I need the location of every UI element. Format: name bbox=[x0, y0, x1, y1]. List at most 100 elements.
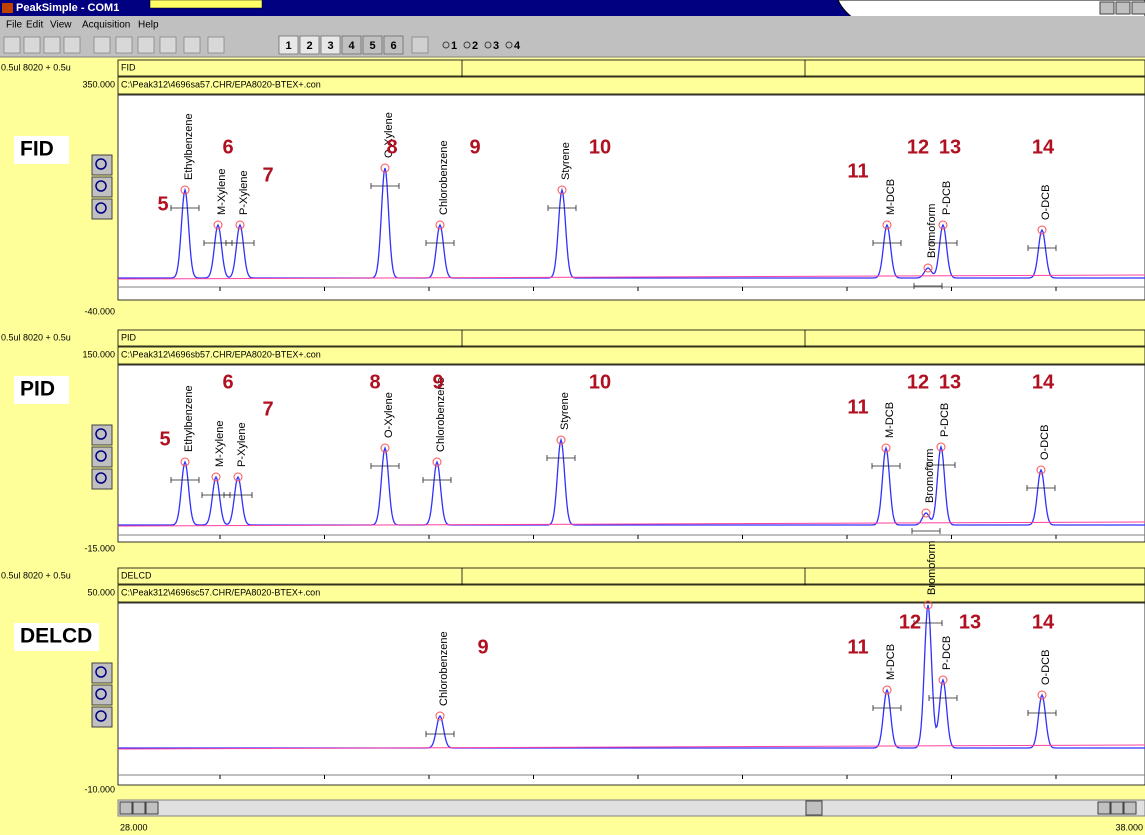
peak-name: P-DCB bbox=[939, 403, 951, 437]
peak-name: P-DCB bbox=[941, 181, 953, 215]
window-button[interactable] bbox=[1116, 2, 1130, 14]
menu-item[interactable]: Acquisition bbox=[82, 20, 130, 31]
y-max: 350.000 bbox=[82, 79, 115, 89]
peak-number: 12 bbox=[899, 611, 921, 633]
scroll-thumb[interactable] bbox=[806, 801, 822, 815]
peak-name: M-Xylene bbox=[214, 421, 226, 467]
menu-item[interactable]: View bbox=[50, 20, 72, 31]
scroll-button[interactable] bbox=[1098, 802, 1110, 814]
plot-area bbox=[118, 365, 1145, 542]
peak-number: 11 bbox=[847, 636, 868, 658]
detector-label[interactable]: 2 bbox=[472, 40, 478, 52]
toolbar-icon[interactable] bbox=[94, 37, 110, 53]
scroll-button[interactable] bbox=[133, 802, 145, 814]
channel-label: 5 bbox=[369, 40, 375, 52]
peak-number: 14 bbox=[1032, 371, 1055, 393]
yellow-fragment bbox=[150, 0, 262, 8]
zoom-button[interactable] bbox=[92, 707, 112, 727]
menu-item[interactable]: File bbox=[6, 20, 23, 31]
detector-name: PID bbox=[121, 332, 137, 342]
zoom-button[interactable] bbox=[92, 177, 112, 197]
peak-number: 11 bbox=[847, 396, 868, 418]
y-max: 150.000 bbox=[82, 349, 115, 359]
peak-number: 13 bbox=[959, 611, 981, 633]
zoom-button[interactable] bbox=[92, 469, 112, 489]
y-min: -15.000 bbox=[84, 543, 115, 553]
peak-number: 7 bbox=[262, 164, 273, 186]
channel-label: 1 bbox=[285, 40, 291, 52]
detector-label: DELCD bbox=[20, 625, 92, 648]
detector-label: PID bbox=[20, 378, 55, 401]
detector-label[interactable]: 4 bbox=[514, 40, 521, 52]
detector-label[interactable]: 1 bbox=[451, 40, 457, 52]
peak-number: 14 bbox=[1032, 136, 1055, 158]
peak-name: Ethylbenzene bbox=[183, 113, 195, 180]
file-path: C:\Peak312\4696sa57.CHR/EPA8020-BTEX+.co… bbox=[121, 79, 321, 89]
window-button[interactable] bbox=[1132, 2, 1145, 14]
page: PeakSimple html, body { margin: 0; paddi… bbox=[0, 0, 1145, 835]
toolbar-icon[interactable] bbox=[208, 37, 224, 53]
toolbar-icon[interactable] bbox=[116, 37, 132, 53]
peak-name: Chlorobenzene bbox=[438, 631, 450, 706]
scroll-button[interactable] bbox=[1111, 802, 1123, 814]
app-window: PeakSimple - COM1 FileEdit View Acquisition… bbox=[0, 0, 1145, 835]
peak-name: Bromoform bbox=[924, 449, 936, 503]
zoom-button[interactable] bbox=[92, 155, 112, 175]
peak-name: M-DCB bbox=[885, 179, 897, 215]
toolbar-icon[interactable] bbox=[138, 37, 154, 53]
toolbar-icon[interactable] bbox=[4, 37, 20, 53]
zoom-button[interactable] bbox=[92, 425, 112, 445]
zoom-button[interactable] bbox=[92, 447, 112, 467]
menu-item[interactable]: Edit bbox=[26, 20, 43, 31]
peak-number: 10 bbox=[589, 371, 611, 393]
y-min: -10.000 bbox=[84, 784, 115, 794]
peak-number: 13 bbox=[939, 371, 961, 393]
scrollbar[interactable] bbox=[118, 800, 1145, 816]
peak-number: 9 bbox=[432, 371, 443, 393]
zoom-button[interactable] bbox=[92, 663, 112, 683]
header-row bbox=[118, 330, 1145, 346]
detector-name: DELCD bbox=[121, 570, 152, 580]
app-icon bbox=[2, 3, 13, 13]
header-row bbox=[118, 568, 1145, 584]
x-end: 38.000 bbox=[1115, 822, 1143, 832]
x-start: 28.000 bbox=[120, 822, 148, 832]
peak-number: 11 bbox=[847, 160, 868, 182]
plot-area bbox=[118, 95, 1145, 300]
toolbar-icon[interactable] bbox=[64, 37, 80, 53]
peak-name: O-DCB bbox=[1040, 650, 1052, 685]
peak-number: 10 bbox=[589, 136, 611, 158]
peak-name: M-DCB bbox=[884, 402, 896, 438]
peak-number: 14 bbox=[1032, 611, 1055, 633]
file-path: C:\Peak312\4696sb57.CHR/EPA8020-BTEX+.co… bbox=[121, 349, 321, 359]
toolbar-icon[interactable] bbox=[184, 37, 200, 53]
scroll-button[interactable] bbox=[120, 802, 132, 814]
scroll-button[interactable] bbox=[146, 802, 158, 814]
toolbar-icon[interactable] bbox=[24, 37, 40, 53]
toolbar-icon[interactable] bbox=[412, 37, 428, 53]
chromatogram-panel: 0.5ul 8020 + 0.5uFID350.000C:\Peak312\46… bbox=[1, 60, 1145, 316]
peak-name: P-Xylene bbox=[236, 422, 248, 467]
peak-name: Bromoform bbox=[926, 204, 938, 258]
peak-number: 12 bbox=[907, 371, 929, 393]
peak-name: P-Xylene bbox=[238, 170, 250, 215]
peak-name: P-DCB bbox=[941, 636, 953, 670]
zoom-button[interactable] bbox=[92, 199, 112, 219]
chromatogram-panel: 0.5ul 8020 + 0.5u PID 150.000 C:\Peak312\46… bbox=[1, 330, 1145, 553]
window-title: PeakSimple - COM1 bbox=[16, 2, 119, 14]
peak-number: 5 bbox=[157, 193, 168, 215]
plot-area bbox=[118, 603, 1145, 785]
peak-number: 6 bbox=[222, 136, 233, 158]
peak-name: O-Xylene bbox=[383, 392, 395, 438]
peak-name: Ethylbenzene bbox=[183, 385, 195, 452]
y-max: 50.000 bbox=[87, 587, 115, 597]
zoom-button[interactable] bbox=[92, 685, 112, 705]
window-button[interactable] bbox=[1100, 2, 1114, 14]
peak-number: 9 bbox=[477, 636, 488, 658]
toolbar-icon[interactable] bbox=[160, 37, 176, 53]
sample-name: 0.5ul 8020 + 0.5u bbox=[1, 332, 71, 342]
scroll-button[interactable] bbox=[1124, 802, 1136, 814]
detector-label[interactable]: 3 bbox=[493, 40, 499, 52]
menu-item[interactable]: Help bbox=[138, 20, 159, 31]
toolbar-icon[interactable] bbox=[44, 37, 60, 53]
